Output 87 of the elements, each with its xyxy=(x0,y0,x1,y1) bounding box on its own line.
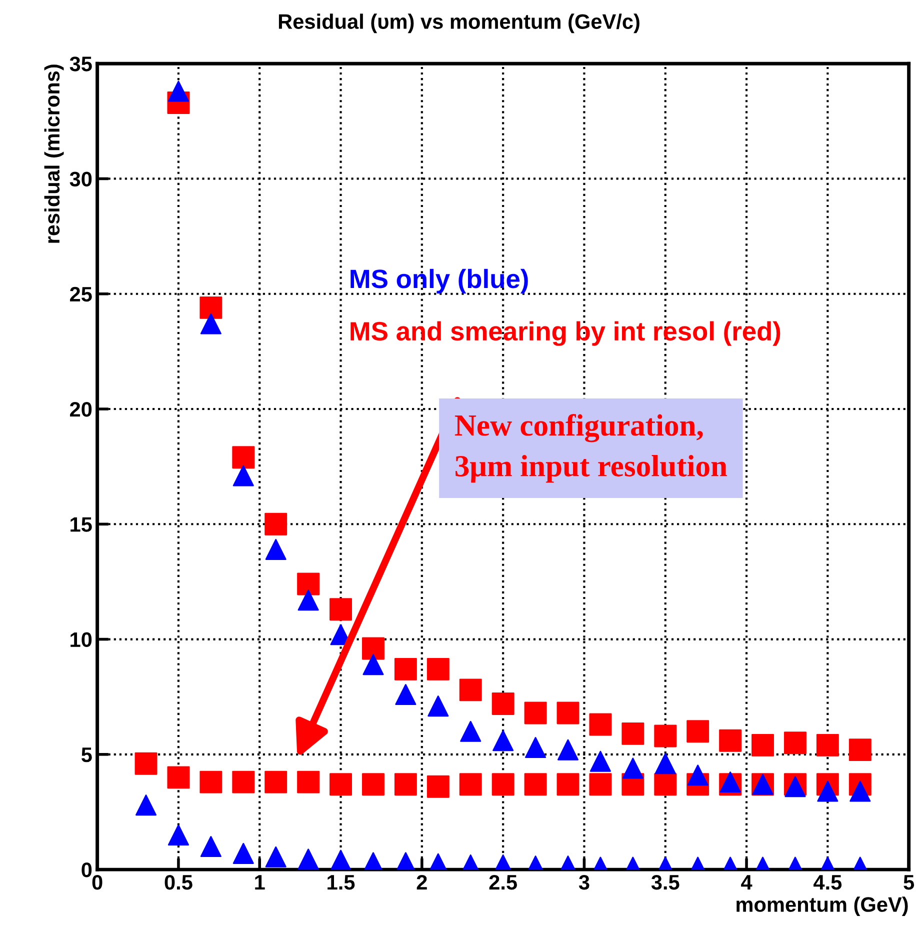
y-tick-label: 35 xyxy=(70,56,92,72)
point xyxy=(848,738,872,762)
x-tick-label: 4 xyxy=(741,875,752,890)
point xyxy=(265,538,286,560)
point xyxy=(232,465,254,486)
y-tick-label: 0 xyxy=(82,862,92,878)
point xyxy=(850,780,871,802)
point xyxy=(362,654,384,676)
point xyxy=(134,752,158,775)
point xyxy=(200,836,222,858)
point xyxy=(492,692,514,715)
point xyxy=(298,848,319,870)
y-tick-label: 30 xyxy=(70,172,92,186)
point xyxy=(557,739,578,760)
y-axis-title: residual (microns) xyxy=(44,64,64,243)
point xyxy=(330,598,352,621)
point xyxy=(784,732,806,754)
point xyxy=(264,512,288,536)
point xyxy=(817,780,838,802)
y-tick-label: 25 xyxy=(70,286,92,302)
x-tick-label: 0 xyxy=(92,874,102,890)
point xyxy=(426,775,450,798)
x-tick-label: 1 xyxy=(255,875,265,890)
point xyxy=(524,773,547,796)
point xyxy=(395,684,416,706)
chart-title: Residual (υm) vs momentum (GeV/c) xyxy=(278,14,640,34)
point xyxy=(330,850,352,870)
x-tick-label: 3.5 xyxy=(651,874,680,890)
point xyxy=(622,758,644,779)
point xyxy=(232,446,255,469)
point xyxy=(168,824,189,846)
x-axis-title: momentum (GeV) xyxy=(736,896,908,916)
point xyxy=(590,750,611,772)
point xyxy=(298,590,319,611)
y-tick-label: 20 xyxy=(70,402,92,417)
point xyxy=(362,773,384,796)
point xyxy=(330,773,352,796)
point xyxy=(200,770,222,794)
x-tick-label: 1.5 xyxy=(328,875,355,890)
point xyxy=(556,773,580,796)
point xyxy=(719,729,742,752)
point xyxy=(589,713,612,736)
point xyxy=(428,696,449,717)
point xyxy=(492,773,514,796)
y-tick-label: 15 xyxy=(70,517,92,532)
annotation: New configuration, 3μm input resolution xyxy=(454,414,728,483)
y-tick-label: 5 xyxy=(82,748,92,762)
point xyxy=(426,658,450,680)
point xyxy=(654,773,677,796)
point xyxy=(459,773,482,796)
point xyxy=(492,730,514,752)
annotation: MS only (blue) xyxy=(350,268,528,294)
point xyxy=(589,773,612,796)
point xyxy=(556,702,580,724)
point xyxy=(686,720,710,743)
x-tick-label: 2 xyxy=(416,874,427,890)
point xyxy=(622,722,644,745)
point xyxy=(232,842,254,864)
point xyxy=(297,572,320,596)
point xyxy=(168,80,189,102)
point xyxy=(265,846,286,868)
point xyxy=(135,794,157,816)
point xyxy=(459,678,482,702)
point xyxy=(752,734,774,756)
point xyxy=(654,724,677,748)
point xyxy=(687,764,708,786)
point xyxy=(362,637,384,660)
x-tick-label: 2.5 xyxy=(489,874,517,890)
x-tick-label: 5 xyxy=(904,875,914,890)
point xyxy=(394,773,417,796)
point xyxy=(394,658,417,680)
point xyxy=(264,770,288,794)
point xyxy=(200,313,222,334)
point xyxy=(460,720,482,742)
point xyxy=(816,734,839,756)
point xyxy=(167,766,190,789)
point xyxy=(524,702,547,724)
point xyxy=(232,770,255,794)
point xyxy=(200,296,222,319)
point xyxy=(525,736,546,758)
annotation: MS and smearing by int resol (red) xyxy=(350,321,780,346)
x-tick-label: 4.5 xyxy=(814,875,842,890)
x-tick-label: 3 xyxy=(578,874,590,890)
point xyxy=(297,770,320,794)
point xyxy=(654,753,676,774)
y-tick-label: 10 xyxy=(70,632,92,648)
x-tick-label: 0.5 xyxy=(164,874,192,890)
